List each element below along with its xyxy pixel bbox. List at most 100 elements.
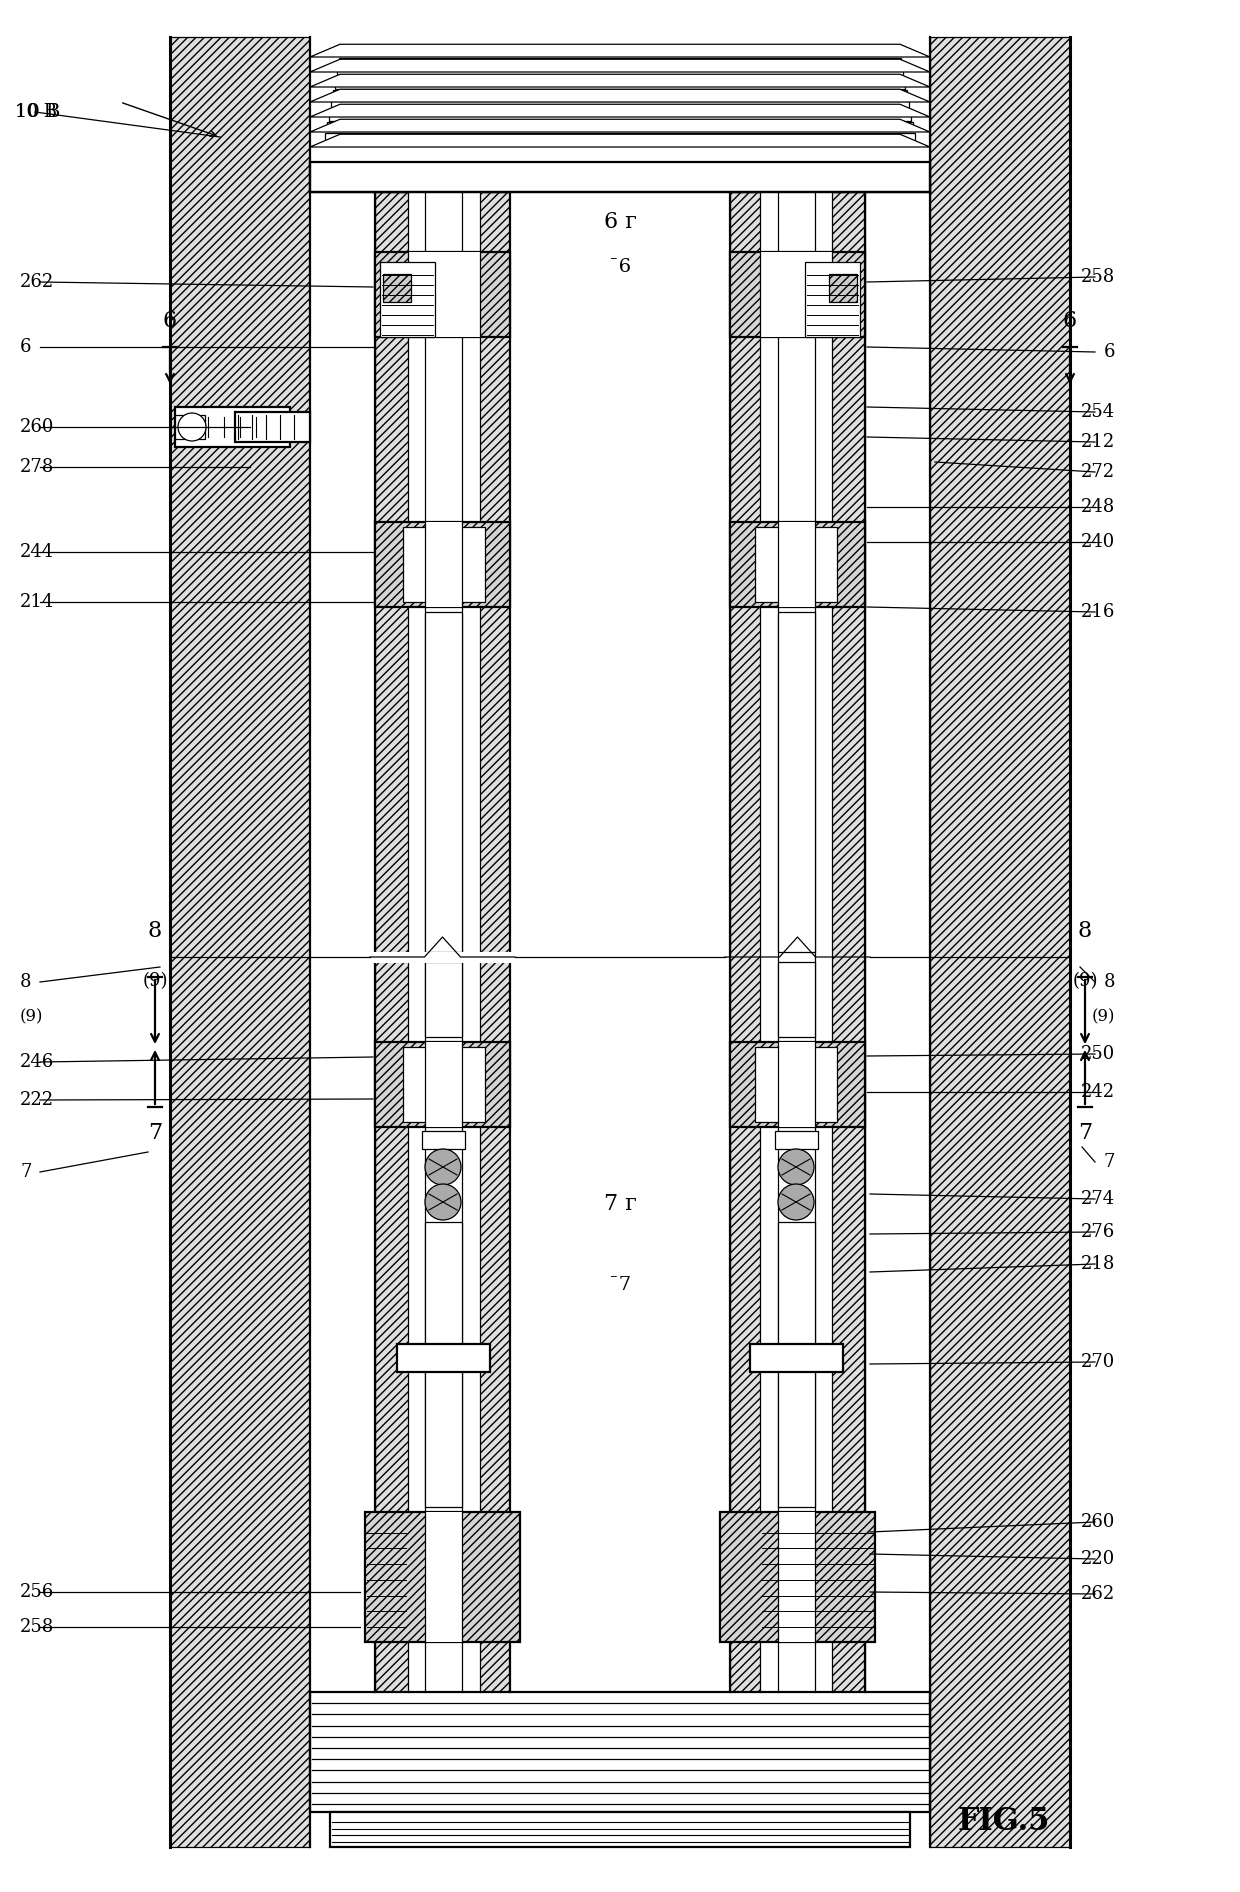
Bar — [425, 522, 463, 607]
Text: 214: 214 — [20, 592, 55, 611]
Bar — [760, 252, 832, 337]
Text: 256: 256 — [20, 1584, 55, 1601]
Bar — [422, 1131, 465, 1148]
Bar — [425, 611, 463, 952]
Text: 270: 270 — [1081, 1353, 1115, 1372]
Circle shape — [425, 1148, 461, 1184]
Text: (9): (9) — [1073, 972, 1097, 990]
Bar — [777, 1512, 815, 1642]
Circle shape — [425, 1184, 461, 1220]
Bar — [730, 252, 866, 337]
Bar — [777, 1042, 815, 1128]
Text: 7: 7 — [1104, 1152, 1115, 1171]
Text: 6 г: 6 г — [604, 212, 636, 233]
Bar — [730, 1042, 866, 1128]
Circle shape — [777, 1184, 813, 1220]
Text: ¯7: ¯7 — [609, 1275, 631, 1294]
Bar — [339, 59, 901, 68]
Bar — [331, 100, 909, 110]
Bar — [425, 1222, 463, 1508]
Polygon shape — [310, 104, 930, 117]
Text: 6: 6 — [1063, 310, 1078, 331]
Bar — [403, 528, 485, 602]
Bar — [775, 1131, 818, 1148]
Text: 262: 262 — [20, 272, 55, 291]
Bar — [720, 1512, 875, 1642]
Bar — [755, 1046, 837, 1122]
Bar — [175, 407, 290, 447]
Bar — [408, 191, 480, 1691]
Text: 250: 250 — [1081, 1044, 1115, 1063]
Text: ¯6: ¯6 — [609, 257, 631, 276]
Bar — [510, 191, 730, 1691]
Text: 258: 258 — [1081, 269, 1115, 286]
Bar — [329, 112, 911, 121]
Bar — [374, 252, 510, 337]
Text: FIG.5: FIG.5 — [957, 1807, 1050, 1837]
Text: 276: 276 — [1081, 1222, 1115, 1241]
Bar — [335, 79, 905, 89]
Text: 8: 8 — [1104, 972, 1115, 991]
Bar — [374, 1042, 510, 1128]
Bar — [777, 522, 815, 607]
Text: 8: 8 — [148, 920, 162, 942]
Bar — [330, 1813, 910, 1847]
Text: 7: 7 — [148, 1122, 162, 1145]
Bar — [236, 412, 310, 443]
Bar — [755, 528, 837, 602]
Bar — [327, 121, 913, 131]
Bar — [730, 191, 866, 1691]
Text: 218: 218 — [1080, 1254, 1115, 1273]
Bar — [310, 38, 930, 163]
Text: 7: 7 — [20, 1164, 31, 1181]
Text: 278: 278 — [20, 458, 55, 477]
Text: 6: 6 — [1104, 342, 1115, 361]
Bar — [365, 1512, 520, 1642]
Text: 260: 260 — [20, 418, 55, 435]
Text: 212: 212 — [1081, 433, 1115, 450]
Text: 8: 8 — [20, 972, 31, 991]
Bar — [777, 611, 815, 952]
Polygon shape — [310, 59, 930, 72]
Bar — [403, 1046, 485, 1122]
Text: 272: 272 — [1081, 464, 1115, 481]
Text: 10 B: 10 B — [15, 102, 61, 121]
Bar — [175, 414, 205, 439]
Bar — [310, 163, 930, 191]
Bar — [383, 274, 410, 303]
Bar — [805, 261, 861, 337]
Text: 240: 240 — [1081, 534, 1115, 551]
Bar — [325, 132, 915, 142]
Polygon shape — [310, 44, 930, 57]
Text: (9): (9) — [1091, 1008, 1115, 1025]
Polygon shape — [310, 89, 930, 102]
Text: 10 B: 10 B — [15, 102, 57, 121]
Polygon shape — [310, 119, 930, 132]
Circle shape — [777, 1148, 813, 1184]
Text: 216: 216 — [1080, 604, 1115, 621]
Bar — [930, 38, 1070, 1847]
Bar — [310, 38, 930, 1847]
Text: 248: 248 — [1081, 498, 1115, 517]
Text: 262: 262 — [1081, 1585, 1115, 1603]
Bar — [830, 274, 857, 303]
Bar — [374, 191, 510, 1691]
Text: 244: 244 — [20, 543, 55, 562]
Bar — [777, 961, 815, 1037]
Text: 7 г: 7 г — [604, 1194, 636, 1215]
Text: 6: 6 — [162, 310, 177, 331]
Polygon shape — [310, 74, 930, 87]
Text: (9): (9) — [143, 972, 167, 990]
Text: 8: 8 — [1078, 920, 1092, 942]
Bar — [408, 252, 480, 337]
Text: 254: 254 — [1081, 403, 1115, 422]
Bar — [374, 522, 510, 607]
Bar — [730, 522, 866, 607]
Polygon shape — [310, 134, 930, 148]
Bar — [379, 261, 435, 337]
Text: (9): (9) — [20, 1008, 43, 1025]
Text: 274: 274 — [1081, 1190, 1115, 1207]
Bar — [337, 68, 903, 78]
Text: 220: 220 — [1081, 1550, 1115, 1568]
Text: 260: 260 — [1080, 1514, 1115, 1531]
